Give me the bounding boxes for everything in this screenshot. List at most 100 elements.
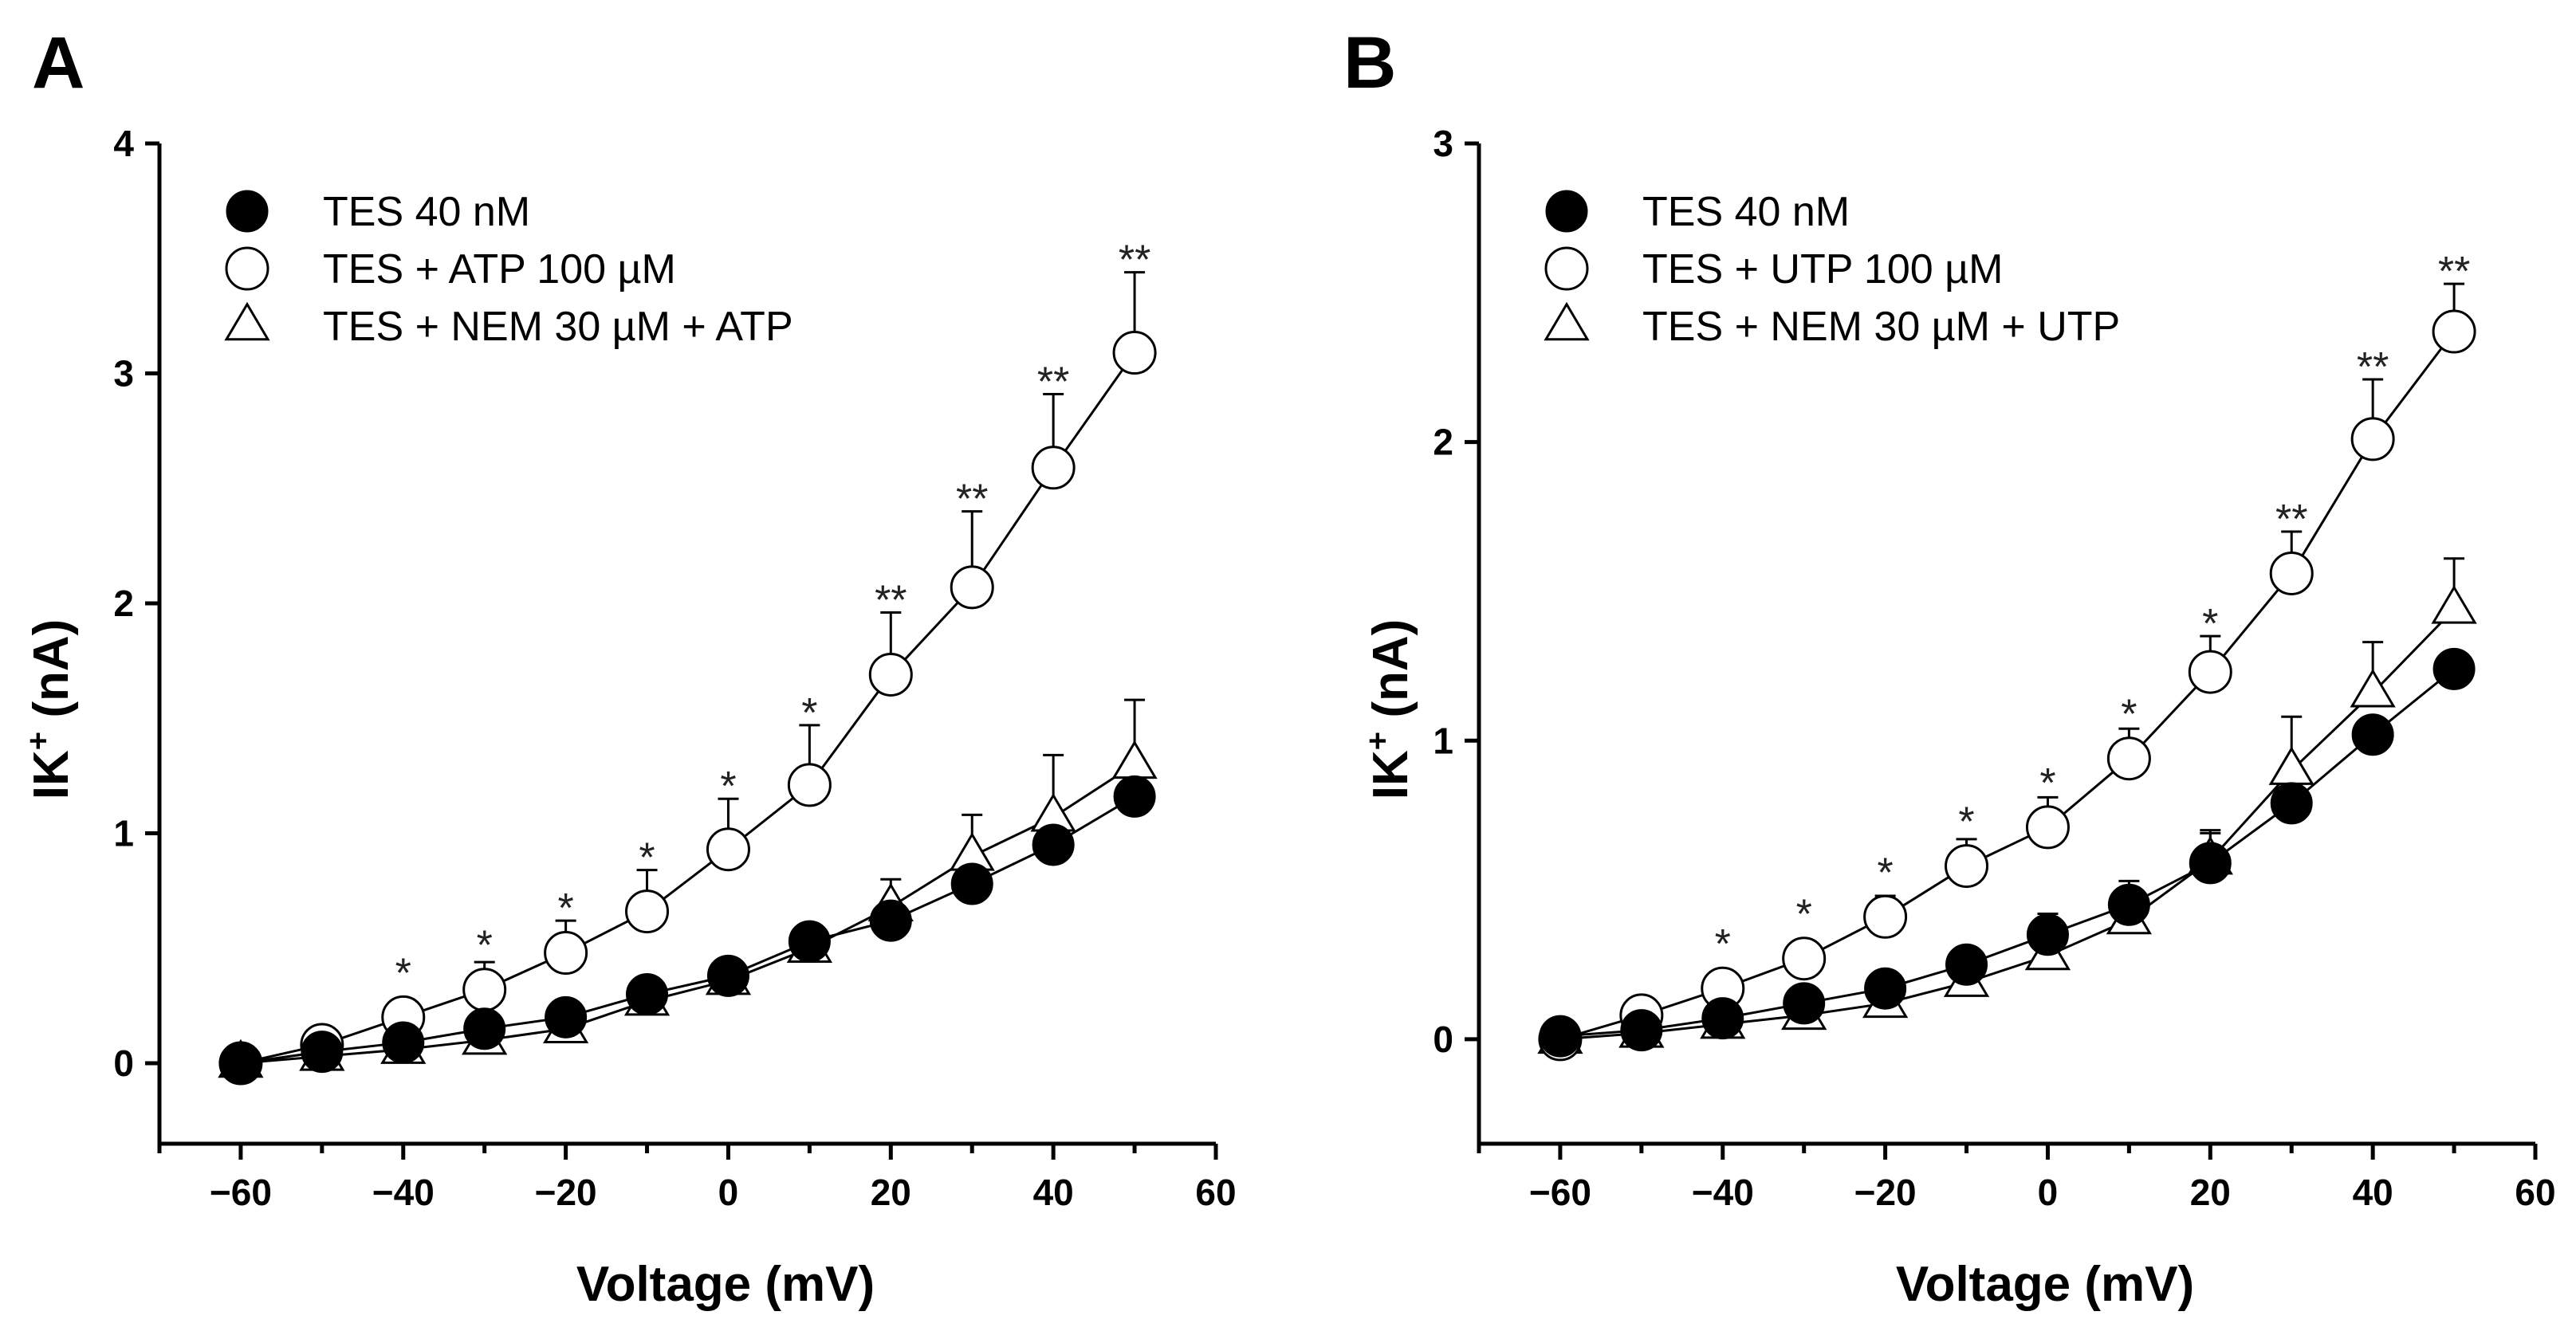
panel-a-legend-label: TES + ATP 100 µM	[323, 246, 676, 293]
panel-b-point-open-circle	[2432, 309, 2476, 354]
panel-a-point-open-circle	[1112, 331, 1157, 375]
panel-a-significance-mark: *	[395, 950, 411, 996]
panel-b-y-tick-label: 0	[1433, 1019, 1453, 1060]
panel-b-significance-mark: *	[1796, 892, 1812, 938]
panel-a-x-tick-label: −60	[210, 1172, 272, 1213]
panel-b-series-line-0	[1559, 668, 2456, 1038]
panel-b-x-tick-label: 60	[2515, 1172, 2555, 1213]
panel-a-point-filled-circle	[626, 972, 669, 1015]
panel-b-x-axis-title: Voltage (mV)	[1896, 1257, 2194, 1312]
panel-a-series-line-0	[240, 795, 1135, 1065]
panel-b-significance-mark: *	[2202, 601, 2218, 647]
panel-a-series-line-1	[240, 351, 1136, 1065]
panel-a-legend-label: TES 40 nM	[323, 189, 530, 235]
panel-b-point-filled-circle	[1783, 982, 1826, 1025]
panel-b-point-open-circle	[1945, 844, 1989, 889]
panel-b-significance-mark: **	[2275, 497, 2307, 543]
panel-a-significance-mark: **	[1037, 359, 1069, 405]
panel-a-point-filled-circle	[950, 862, 993, 905]
panel-b-point-filled-circle	[1945, 943, 1988, 986]
panel-b-significance-mark: **	[2357, 344, 2389, 391]
panel-b-point-open-circle	[1782, 936, 1827, 981]
panel-a-y-tick-label: 2	[113, 583, 134, 624]
panel-a-x-tick-label: 0	[718, 1172, 739, 1213]
panel-b-legend-label: TES + NEM 30 µM + UTP	[1642, 304, 2120, 350]
panel-a-point-filled-circle	[1113, 775, 1156, 818]
panel-b-significance-mark: **	[2438, 249, 2470, 295]
chart-panel-b: B IK+ (nA) Voltage (mV) 0 1 2 3 −60 −40 −20 0 20…	[1343, 22, 2556, 1312]
panel-a-point-filled-circle	[301, 1031, 344, 1074]
panel-a-significance-mark: *	[720, 764, 736, 810]
panel-b-x-tick-label: 40	[2353, 1172, 2393, 1213]
panel-a-y-tick-label: 4	[113, 123, 134, 164]
panel-a-y-tick-label: 3	[113, 353, 134, 395]
panel-b-x-tick-label: −60	[1529, 1172, 1591, 1213]
panel-b-legend-label: TES + UTP 100 µM	[1642, 246, 2003, 293]
panel-b-y-tick-label: 3	[1433, 123, 1453, 164]
panel-b-significance-mark: *	[1877, 850, 1893, 896]
panel-a-point-open-circle	[868, 652, 913, 697]
panel-b-point-filled-circle	[1864, 967, 1907, 1010]
panel-a-point-filled-circle	[1032, 823, 1075, 866]
panel-b-legend-symbol	[1544, 301, 1590, 341]
panel-b-significance-mark: *	[1715, 921, 1731, 968]
panel-b-x-tick-label: −40	[1692, 1172, 1754, 1213]
panel-a-point-filled-circle	[869, 899, 912, 942]
panel-b-legend-symbol	[1545, 190, 1588, 233]
panel-a-legend-symbol	[224, 301, 270, 341]
panel-b-significance-mark: *	[2039, 760, 2055, 807]
panel-b-point-open-triangle	[2350, 669, 2396, 708]
panel-b-series-line-1	[1559, 331, 2456, 1041]
panel-a-legend-symbol	[225, 246, 269, 291]
panel-b-point-filled-circle	[2026, 913, 2069, 956]
panel-a-significance-mark: *	[557, 885, 573, 932]
panel-b-letter: B	[1343, 22, 1396, 104]
panel-a-significance-mark: **	[875, 578, 907, 624]
panel-a-y-tick-label: 0	[113, 1042, 134, 1084]
panel-b-y-axis-title: IK+ (nA)	[1360, 619, 1418, 800]
panel-b-significance-mark: *	[2121, 692, 2137, 738]
panel-a-point-filled-circle	[788, 920, 831, 963]
panel-a-point-open-circle	[625, 889, 670, 934]
panel-a-point-open-circle	[787, 763, 832, 807]
panel-b-point-filled-circle	[2270, 782, 2313, 825]
panel-a-x-tick-label: −20	[535, 1172, 597, 1213]
panel-a-x-axis-title: Voltage (mV)	[576, 1257, 875, 1312]
panel-a-significance-mark: **	[1119, 238, 1150, 284]
panel-b-significance-mark: *	[1958, 799, 1974, 846]
panel-b-point-open-circle	[2350, 417, 2395, 461]
panel-b-x-tick-label: −20	[1854, 1172, 1917, 1213]
panel-b-point-open-triangle	[2431, 585, 2477, 624]
panel-a-x-tick-label: 60	[1195, 1172, 1236, 1213]
panel-b-point-open-circle	[2025, 805, 2070, 850]
panel-a-point-open-triangle	[1111, 740, 1158, 779]
panel-b-x-tick-label: 20	[2190, 1172, 2231, 1213]
panel-a-point-filled-circle	[382, 1021, 425, 1064]
panel-a-point-filled-circle	[706, 954, 749, 997]
panel-b-x-tick-label: 0	[2038, 1172, 2059, 1213]
panel-b-point-filled-circle	[1620, 1009, 1663, 1052]
panel-b-point-open-circle	[2106, 736, 2151, 781]
panel-b-point-filled-circle	[1539, 1015, 1582, 1058]
panel-a-series-line-2	[240, 763, 1135, 1065]
panel-a-point-open-circle	[950, 565, 994, 610]
panel-b-point-filled-circle	[1701, 997, 1744, 1040]
panel-b-legend-symbol	[1544, 246, 1589, 291]
panel-a-y-axis-title-text: IK+ (nA)	[21, 619, 79, 800]
panel-a-point-filled-circle	[463, 1007, 506, 1050]
panel-a-significance-mark: **	[956, 477, 988, 523]
panel-a-x-tick-label: 20	[871, 1172, 911, 1213]
panel-a-legend-symbol	[226, 190, 269, 233]
panel-b-point-filled-circle	[2107, 883, 2150, 926]
panel-b-point-open-circle	[1863, 894, 1908, 939]
panel-a-legend-label: TES + NEM 30 µM + ATP	[323, 304, 793, 350]
panel-a-letter: A	[32, 22, 85, 104]
panel-a-x-tick-label: −40	[372, 1172, 435, 1213]
panel-b-point-open-triangle	[2268, 746, 2314, 785]
panel-a-point-open-circle	[544, 931, 588, 976]
panel-a-y-axis-title: IK+ (nA)	[21, 619, 79, 800]
panel-b-y-axis-title-text: IK+ (nA)	[1360, 619, 1418, 800]
